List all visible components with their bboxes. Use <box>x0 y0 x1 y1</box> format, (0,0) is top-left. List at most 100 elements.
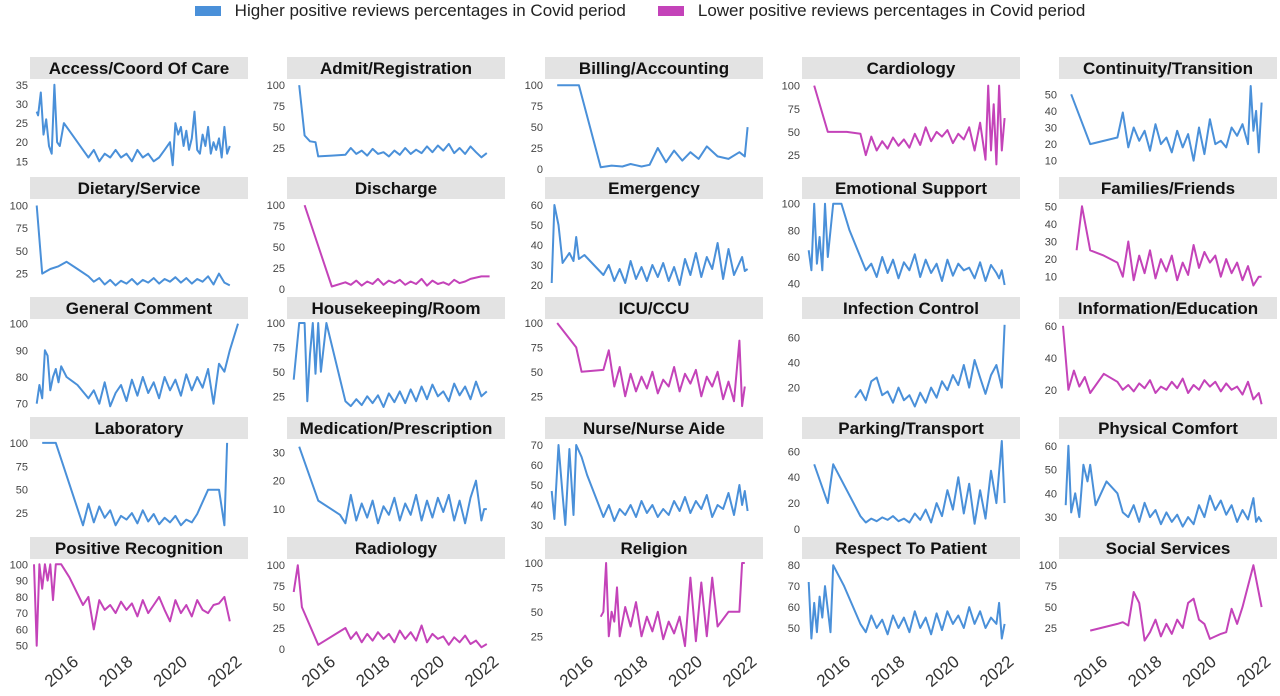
panel: Billing/Accounting 0 25 50 75 100 <box>525 57 763 176</box>
y-tick-label: 60 <box>531 460 543 472</box>
panel: Emergency 20 30 40 50 60 <box>531 177 763 292</box>
y-tick-label: 75 <box>273 101 285 113</box>
y-tick-label: 50 <box>1045 465 1057 477</box>
y-tick-label: 25 <box>273 263 285 275</box>
panel-strip <box>287 177 505 199</box>
y-tick-label: 60 <box>531 200 543 212</box>
y-tick-label: 60 <box>16 624 28 636</box>
y-tick-label: 10 <box>1045 272 1057 284</box>
y-tick-label: 50 <box>788 623 800 635</box>
legend-item-lower: Lower positive reviews percentages in Co… <box>657 1 1085 21</box>
y-tick-label: 75 <box>273 581 285 593</box>
y-tick-label: 25 <box>273 391 285 403</box>
series-line <box>298 446 487 525</box>
y-tick-label: 100 <box>10 201 28 213</box>
panel-strip <box>545 177 763 199</box>
y-tick-label: 0 <box>537 164 543 176</box>
panel-title: Parking/Transport <box>838 419 984 438</box>
y-tick-label: 50 <box>788 127 800 139</box>
y-tick-label: 75 <box>273 342 285 354</box>
y-tick-label: 30 <box>1045 512 1057 524</box>
y-tick-label: 0 <box>794 524 800 536</box>
y-tick-label: 70 <box>16 608 28 620</box>
y-tick-label: 40 <box>1045 353 1057 365</box>
y-tick-label: 75 <box>1045 581 1057 593</box>
y-tick-label: 30 <box>273 447 285 459</box>
panel-title: Admit/Registration <box>320 59 472 78</box>
y-tick-label: 15 <box>16 156 28 168</box>
y-tick-label: 25 <box>16 269 28 281</box>
y-tick-label: 75 <box>531 582 543 594</box>
legend-item-higher: Higher positive reviews percentages in C… <box>194 1 626 21</box>
y-tick-label: 50 <box>531 367 543 379</box>
series-line <box>550 444 749 526</box>
series-line <box>550 204 749 286</box>
y-tick-label: 50 <box>531 607 543 619</box>
panel-title: Social Services <box>1106 539 1231 558</box>
y-tick-label: 80 <box>16 372 28 384</box>
panel-title: Physical Comfort <box>1098 419 1238 438</box>
panel-strip <box>1059 537 1277 559</box>
y-tick-label: 40 <box>531 240 543 252</box>
panel-strip <box>802 297 1020 319</box>
panel: Respect To Patient 50 60 70 80 2016 2018 2020 20… <box>788 537 1020 691</box>
panel-title: ICU/CCU <box>619 299 690 318</box>
panel-strip <box>802 177 1020 199</box>
y-tick-label: 100 <box>525 80 543 92</box>
series-line <box>35 323 239 408</box>
x-tick-label: 2018 <box>867 652 908 691</box>
x-tick-label: 2018 <box>95 652 136 691</box>
panel: Nurse/Nurse Aide 30 40 50 60 70 <box>531 417 763 532</box>
y-tick-label: 100 <box>10 559 28 571</box>
y-tick-label: 90 <box>16 345 28 357</box>
series-line <box>1064 444 1263 528</box>
x-tick-label: 2016 <box>1070 652 1111 691</box>
panel-strip <box>287 57 505 79</box>
panel-title: Information/Education <box>1078 299 1258 318</box>
series-line <box>1075 205 1262 287</box>
series-line <box>1070 85 1263 162</box>
y-tick-label: 25 <box>273 143 285 155</box>
y-tick-label: 100 <box>1039 560 1057 572</box>
panel-title: General Comment <box>66 299 213 318</box>
y-tick-label: 50 <box>531 220 543 232</box>
y-tick-label: 70 <box>531 440 543 452</box>
series-line <box>813 440 1006 525</box>
legend-swatch-higher <box>194 6 221 16</box>
y-tick-label: 75 <box>273 221 285 233</box>
panel-title: Positive Recognition <box>55 539 223 558</box>
panel: Access/Coord Of Care 15 20 25 30 35 <box>16 57 248 168</box>
y-tick-label: 20 <box>788 383 800 395</box>
panel: Housekeeping/Room 25 50 75 100 <box>267 297 505 408</box>
panel: Physical Comfort 30 40 50 60 <box>1045 417 1277 528</box>
panel: Families/Friends 10 20 30 40 50 <box>1045 177 1277 287</box>
series-line <box>42 441 229 527</box>
y-tick-label: 30 <box>531 520 543 532</box>
panel-strip <box>1059 417 1277 439</box>
panel: Parking/Transport 0 20 40 60 <box>788 417 1020 536</box>
y-tick-label: 75 <box>16 223 28 235</box>
panel: Infection Control 20 40 60 <box>788 297 1020 408</box>
y-tick-label: 10 <box>273 504 285 516</box>
x-tick-label: 2016 <box>813 652 854 691</box>
x-tick-label: 2020 <box>665 652 706 691</box>
series-line <box>35 205 231 287</box>
y-tick-label: 25 <box>788 150 800 162</box>
y-tick-label: 50 <box>273 367 285 379</box>
y-tick-label: 25 <box>1045 623 1057 635</box>
panel: Admit/Registration 25 50 75 100 <box>267 57 505 159</box>
x-tick-label: 2020 <box>407 652 448 691</box>
y-tick-label: 60 <box>788 446 800 458</box>
y-tick-label: 50 <box>16 641 28 653</box>
panel-title: Access/Coord Of Care <box>49 59 229 78</box>
y-tick-label: 50 <box>1045 602 1057 614</box>
panel: Religion 25 50 75 100 2016 2018 2020 2022 <box>525 537 763 691</box>
y-tick-label: 20 <box>16 137 28 149</box>
panel-title: Nurse/Nurse Aide <box>583 419 725 438</box>
y-tick-label: 35 <box>16 80 28 92</box>
y-tick-label: 60 <box>788 602 800 614</box>
panel-title: Cardiology <box>867 59 956 78</box>
x-tick-label: 2018 <box>352 652 393 691</box>
y-tick-label: 90 <box>16 576 28 588</box>
